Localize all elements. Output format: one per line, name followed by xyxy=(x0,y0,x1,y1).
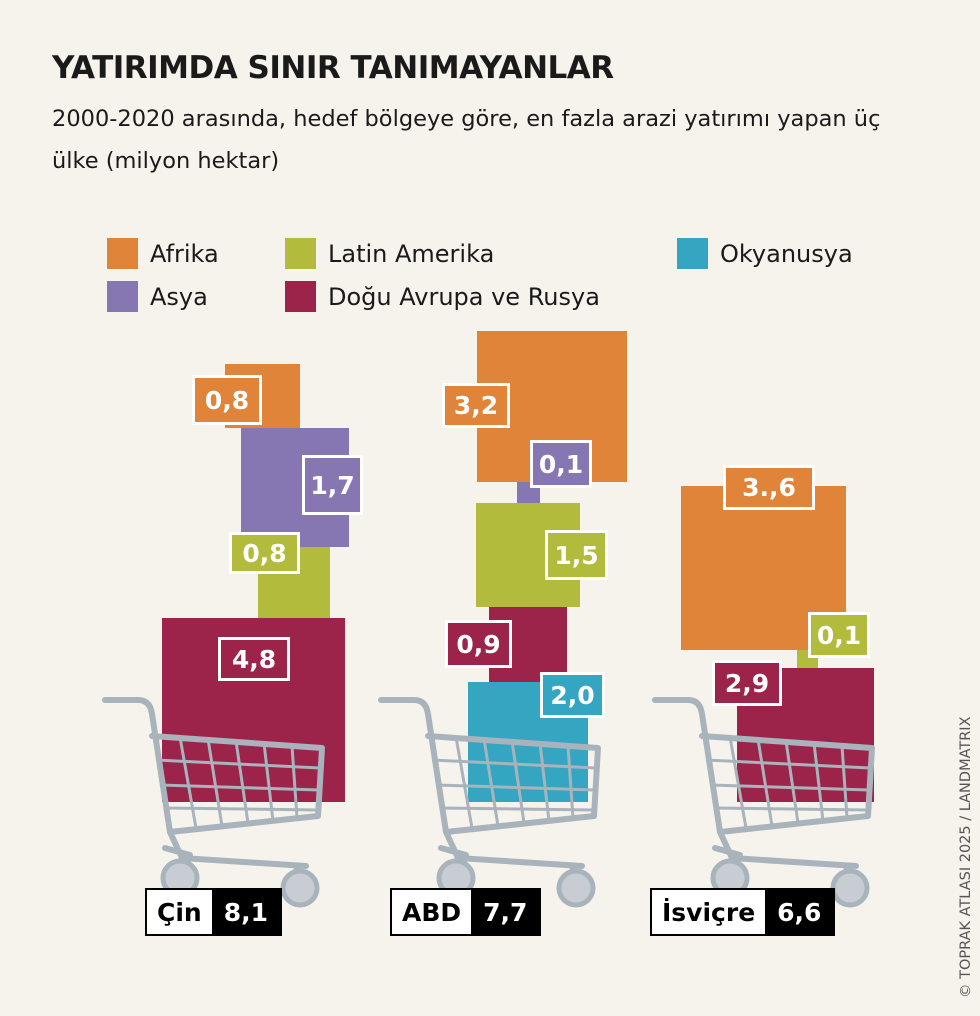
country-total: 6,6 xyxy=(765,890,834,934)
legend-label: Afrika xyxy=(150,239,219,268)
legend-item: Afrika xyxy=(107,238,219,269)
source-credit: © TOPRAK ATLASI 2025 / LANDMATRIX xyxy=(958,716,974,998)
chart-title: YATIRIMDA SINIR TANIMAYANLAR xyxy=(52,50,614,86)
value-label: 0,8 xyxy=(192,375,262,425)
legend-swatch xyxy=(107,281,138,312)
value-label: 1,7 xyxy=(302,455,363,515)
cart-icon-abd xyxy=(381,700,598,905)
value-label: 0,1 xyxy=(808,612,870,658)
value-label: 0,8 xyxy=(229,532,300,574)
legend-item: Asya xyxy=(107,281,208,312)
value-label: 4,8 xyxy=(218,637,290,681)
value-label: 0,1 xyxy=(530,440,592,488)
country-name: Çin xyxy=(147,890,212,934)
total-abd: ABD 7,7 xyxy=(390,888,542,936)
legend-label: Okyanusya xyxy=(720,239,853,268)
total-isvicre: İsviçre 6,6 xyxy=(650,888,836,936)
legend-item: Okyanusya xyxy=(677,238,853,269)
legend-label: Asya xyxy=(150,282,208,311)
legend-item: Doğu Avrupa ve Rusya xyxy=(285,281,600,312)
legend-swatch xyxy=(285,238,316,269)
cart-icon-cin xyxy=(105,700,322,905)
value-label: 3.,6 xyxy=(723,465,815,510)
legend-swatch xyxy=(107,238,138,269)
value-label: 2,0 xyxy=(540,672,605,718)
chart-subtitle: 2000-2020 arasında, hedef bölgeye göre, … xyxy=(52,106,881,174)
legend-label: Latin Amerika xyxy=(328,239,495,268)
value-label: 2,9 xyxy=(712,660,782,706)
country-name: İsviçre xyxy=(652,890,766,934)
legend-item: Latin Amerika xyxy=(285,238,494,269)
cart-icon-isvicre xyxy=(655,700,872,905)
legend-label: Doğu Avrupa ve Rusya xyxy=(328,282,600,311)
value-label: 1,5 xyxy=(545,530,608,580)
total-cin: Çin 8,1 xyxy=(145,888,283,936)
country-total: 8,1 xyxy=(211,890,281,934)
value-label: 0,9 xyxy=(445,620,512,668)
country-total: 7,7 xyxy=(471,890,540,934)
value-label: 3,2 xyxy=(442,383,510,428)
country-name: ABD xyxy=(392,890,472,934)
legend-swatch xyxy=(677,238,708,269)
legend-swatch xyxy=(285,281,316,312)
